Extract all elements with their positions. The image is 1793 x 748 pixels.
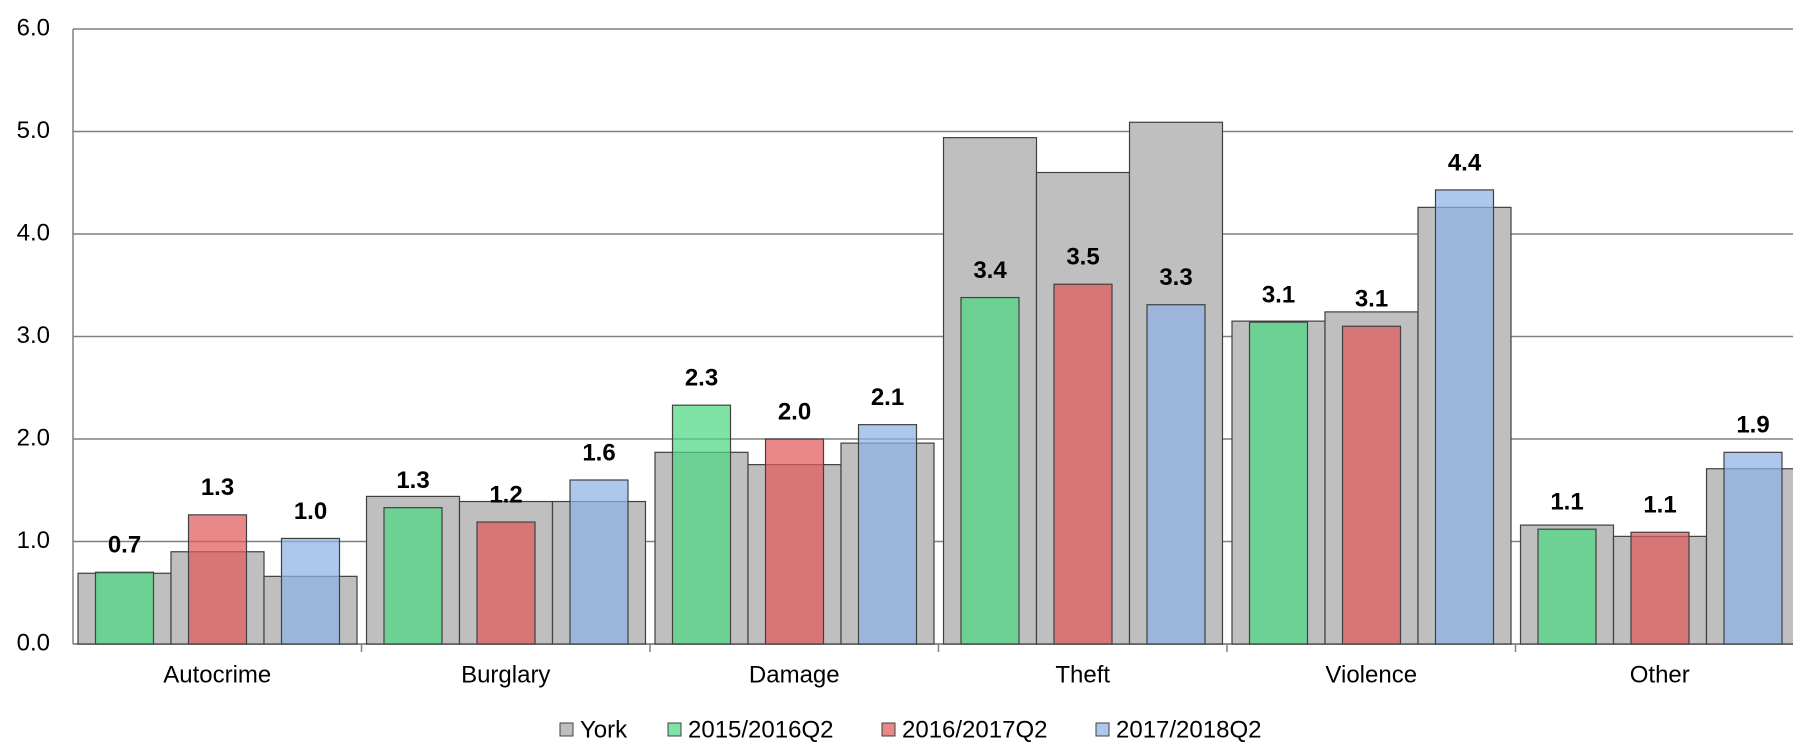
value-label: 3.4 — [973, 257, 1007, 284]
value-label: 3.1 — [1355, 286, 1388, 313]
legend-swatch — [1096, 723, 1109, 736]
x-tick-label: Damage — [749, 661, 840, 688]
bar — [1436, 190, 1494, 644]
y-tick-label: 6.0 — [17, 14, 50, 41]
y-tick-label: 0.0 — [17, 629, 50, 656]
x-tick-label: Violence — [1325, 661, 1417, 688]
bar — [1054, 284, 1112, 644]
bar — [1147, 305, 1205, 644]
y-tick-label: 1.0 — [17, 527, 50, 554]
bar — [1724, 452, 1782, 644]
x-tick-label: Theft — [1055, 661, 1110, 688]
y-tick-label: 2.0 — [17, 424, 50, 451]
bar — [859, 425, 917, 644]
bar — [189, 515, 247, 644]
value-label: 1.2 — [489, 481, 522, 508]
bar — [570, 480, 628, 644]
value-label: 1.1 — [1643, 492, 1676, 519]
x-tick-label: Burglary — [461, 661, 550, 688]
bar — [1343, 326, 1401, 644]
value-label: 3.3 — [1159, 264, 1192, 291]
bar — [384, 508, 442, 644]
legend-label: 2016/2017Q2 — [902, 716, 1047, 743]
bar — [961, 298, 1019, 644]
value-label: 4.4 — [1448, 149, 1482, 176]
value-label: 3.5 — [1066, 244, 1099, 271]
bar — [1631, 532, 1689, 644]
value-label: 1.6 — [582, 439, 615, 466]
x-tick-label: Autocrime — [163, 661, 271, 688]
value-label: 1.0 — [294, 498, 327, 525]
bar — [96, 572, 154, 644]
bar — [673, 405, 731, 644]
value-label: 1.3 — [201, 474, 234, 501]
bar — [282, 538, 340, 644]
value-label: 2.0 — [778, 398, 811, 425]
x-tick-label: Other — [1630, 661, 1690, 688]
y-tick-label: 4.0 — [17, 219, 50, 246]
value-label: 2.3 — [685, 365, 718, 392]
value-label: 3.1 — [1262, 281, 1295, 308]
bar — [766, 439, 824, 644]
y-tick-label: 3.0 — [17, 322, 50, 349]
legend-label: York — [580, 716, 628, 743]
legend-label: 2015/2016Q2 — [688, 716, 833, 743]
value-label: 0.7 — [108, 532, 141, 559]
legend-swatch — [668, 723, 681, 736]
value-label: 1.3 — [396, 467, 429, 494]
bar — [1250, 322, 1308, 644]
legend-label: 2017/2018Q2 — [1116, 716, 1261, 743]
value-label: 1.1 — [1550, 489, 1583, 516]
value-label: 1.9 — [1736, 412, 1769, 439]
legend-swatch — [882, 723, 895, 736]
value-label: 2.1 — [871, 384, 904, 411]
bar — [1538, 529, 1596, 644]
legend-swatch — [560, 723, 573, 736]
y-tick-label: 5.0 — [17, 117, 50, 144]
bar — [477, 522, 535, 644]
